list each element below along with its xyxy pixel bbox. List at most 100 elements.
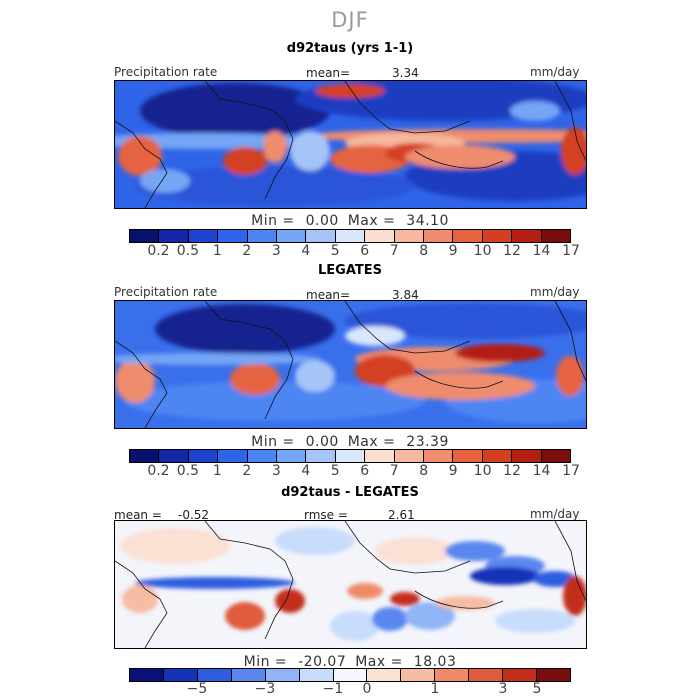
panel-1-minmax: Min = 0.00 Max = 34.10 bbox=[0, 213, 700, 229]
colorbar-swatch bbox=[365, 450, 395, 462]
colorbar-swatch bbox=[159, 450, 189, 462]
colorbar-tick-label: 1 bbox=[430, 681, 440, 697]
colorbar-swatch bbox=[247, 230, 278, 242]
colorbar-swatch bbox=[306, 230, 336, 242]
colorbar-tick-label: 0.5 bbox=[176, 463, 200, 479]
panel-2-min-label: Min = bbox=[251, 434, 295, 450]
colorbar-tick-label: 10 bbox=[473, 463, 492, 479]
colorbar-swatch bbox=[188, 450, 219, 462]
colorbar-tick-label: 7 bbox=[389, 243, 399, 259]
panel-3-max-value: 18.03 bbox=[413, 654, 457, 670]
panel-2-variable-label: Precipitation rate bbox=[114, 285, 218, 299]
colorbar-tick-label: 3 bbox=[271, 243, 281, 259]
colorbar-tick-label: 4 bbox=[301, 463, 311, 479]
colorbar-swatch bbox=[188, 230, 219, 242]
colorbar-tick-label: 5 bbox=[330, 243, 340, 259]
colorbar-swatch bbox=[512, 450, 542, 462]
panel-3-mean-label: mean = bbox=[114, 508, 162, 522]
colorbar-swatch bbox=[265, 669, 300, 681]
colorbar-tick-label: −1 bbox=[322, 681, 344, 697]
colorbar-swatch bbox=[306, 450, 336, 462]
colorbar-tick-label: 14 bbox=[532, 463, 551, 479]
colorbar-tick-label: 9 bbox=[448, 463, 458, 479]
panel-3-min-value: -20.07 bbox=[298, 654, 347, 670]
panel-1-max-label: Max = bbox=[347, 213, 396, 229]
colorbar-tick-label: 3 bbox=[271, 463, 281, 479]
panel-3-colorbar bbox=[129, 668, 571, 682]
panel-3-rmse-label: rmse = bbox=[304, 508, 348, 522]
colorbar-swatch bbox=[277, 450, 307, 462]
panel-1-colorbar bbox=[129, 229, 571, 243]
panel-1-max-value: 34.10 bbox=[406, 213, 449, 229]
colorbar-tick-label: 7 bbox=[389, 463, 399, 479]
panel-2-mean-value: 3.84 bbox=[392, 288, 419, 302]
colorbar-tick-label: 6 bbox=[360, 463, 370, 479]
colorbar-swatch bbox=[130, 669, 164, 681]
colorbar-swatch bbox=[401, 669, 436, 681]
colorbar-swatch bbox=[247, 450, 278, 462]
panel-1-subtitle: d92taus (yrs 1-1) bbox=[286, 41, 414, 56]
colorbar-tick-label: 10 bbox=[473, 243, 492, 259]
colorbar-tick-label: 0.5 bbox=[176, 243, 200, 259]
panel-3-mean-value: -0.52 bbox=[178, 508, 210, 522]
colorbar-swatch bbox=[482, 450, 513, 462]
colorbar-tick-label: 0.2 bbox=[147, 463, 170, 479]
panel-2-minmax: Min = 0.00 Max = 23.39 bbox=[0, 434, 700, 450]
colorbar-swatch bbox=[231, 669, 266, 681]
colorbar-tick-label: 2 bbox=[242, 463, 252, 479]
colorbar-swatch bbox=[197, 669, 232, 681]
panel-2-subtitle: LEGATES bbox=[318, 263, 382, 278]
colorbar-swatch bbox=[335, 230, 366, 242]
colorbar-tick-label: 17 bbox=[562, 463, 580, 479]
colorbar-swatch bbox=[333, 669, 368, 681]
colorbar-tick-label: 5 bbox=[532, 681, 542, 697]
colorbar-swatch bbox=[130, 230, 160, 242]
panel-3-max-label: Max = bbox=[355, 654, 403, 670]
panel-3-colorbar-ticks: −5 −3 −1 0 1 3 5 bbox=[129, 681, 571, 699]
colorbar-swatch bbox=[453, 230, 483, 242]
colorbar-swatch bbox=[469, 669, 504, 681]
colorbar-tick-label: 1 bbox=[212, 463, 222, 479]
panel-1-units: mm/day bbox=[530, 65, 580, 79]
colorbar-tick-label: 2 bbox=[242, 243, 252, 259]
colorbar-swatch bbox=[159, 230, 189, 242]
panel-3-subtitle: d92taus - LEGATES bbox=[281, 485, 419, 500]
colorbar-swatch bbox=[512, 230, 542, 242]
panel-1-colorbar-ticks: 0.2 0.5 1 2 3 4 5 6 7 8 9 10 12 14 17 bbox=[129, 243, 580, 261]
colorbar-tick-label: 8 bbox=[419, 243, 429, 259]
panel-3-min-label: Min = bbox=[243, 654, 288, 670]
panel-2-colorbar bbox=[129, 449, 571, 463]
colorbar-swatch bbox=[541, 230, 571, 242]
colorbar-swatch bbox=[453, 450, 483, 462]
colorbar-swatch bbox=[218, 230, 248, 242]
colorbar-tick-label: 9 bbox=[448, 243, 458, 259]
colorbar-swatch bbox=[365, 230, 395, 242]
colorbar-swatch bbox=[482, 230, 513, 242]
colorbar-swatch bbox=[503, 669, 538, 681]
panel-2-units: mm/day bbox=[530, 285, 580, 299]
colorbar-swatch bbox=[424, 450, 454, 462]
panel-2-precip-map bbox=[114, 300, 587, 429]
colorbar-tick-label: 12 bbox=[503, 463, 521, 479]
colorbar-tick-label: −5 bbox=[186, 681, 208, 697]
colorbar-swatch bbox=[537, 669, 570, 681]
panel-1-variable-label: Precipitation rate bbox=[114, 65, 218, 79]
panel-3-units: mm/day bbox=[530, 507, 580, 521]
figure-title: DJF bbox=[331, 8, 369, 32]
colorbar-swatch bbox=[435, 669, 470, 681]
panel-2-min-value: 0.00 bbox=[305, 434, 339, 450]
colorbar-tick-label: 0 bbox=[362, 681, 372, 697]
colorbar-tick-label: 12 bbox=[503, 243, 521, 259]
colorbar-swatch bbox=[277, 230, 307, 242]
colorbar-swatch bbox=[424, 230, 454, 242]
colorbar-swatch bbox=[394, 230, 425, 242]
colorbar-tick-label: 5 bbox=[330, 463, 340, 479]
colorbar-tick-label: 3 bbox=[498, 681, 508, 697]
panel-3-rmse-value: 2.61 bbox=[388, 508, 415, 522]
colorbar-swatch bbox=[541, 450, 571, 462]
panel-1-min-label: Min = bbox=[251, 213, 295, 229]
panel-2-mean-label: mean= bbox=[306, 288, 351, 302]
panel-2-colorbar-ticks: 0.2 0.5 1 2 3 4 5 6 7 8 9 10 12 14 17 bbox=[129, 463, 580, 481]
panel-3-minmax: Min = -20.07 Max = 18.03 bbox=[0, 654, 700, 670]
colorbar-swatch bbox=[367, 669, 402, 681]
